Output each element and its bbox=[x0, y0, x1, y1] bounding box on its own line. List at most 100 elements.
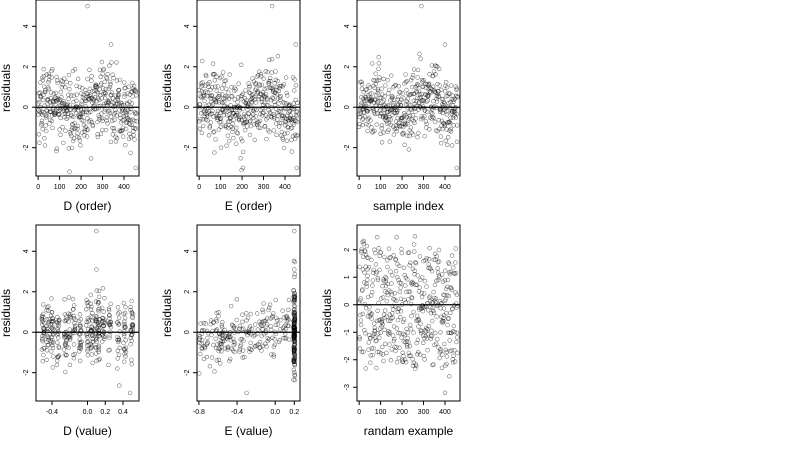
data-point bbox=[260, 307, 265, 312]
data-point bbox=[212, 150, 217, 155]
data-point bbox=[115, 94, 121, 100]
data-point bbox=[377, 267, 382, 273]
data-point bbox=[198, 117, 203, 122]
data-point bbox=[72, 326, 78, 331]
data-point bbox=[455, 350, 460, 356]
data-point bbox=[57, 127, 62, 132]
data-point bbox=[222, 108, 228, 114]
data-point bbox=[379, 86, 384, 91]
data-point bbox=[128, 332, 134, 338]
panel-d-order: 0 100 200 300 400 -2 0 2 4 D (order) residuals bbox=[0, 0, 140, 213]
data-point bbox=[41, 346, 46, 351]
data-point bbox=[88, 292, 94, 298]
data-point bbox=[426, 257, 432, 262]
data-point bbox=[260, 90, 266, 95]
data-point bbox=[224, 104, 230, 109]
data-point bbox=[269, 56, 275, 62]
data-point bbox=[111, 75, 116, 81]
data-point bbox=[83, 307, 89, 312]
data-point bbox=[442, 390, 448, 395]
data-point bbox=[224, 330, 230, 335]
data-point bbox=[359, 86, 365, 91]
data-point bbox=[104, 115, 110, 120]
data-point bbox=[87, 67, 92, 73]
data-point bbox=[202, 328, 207, 333]
data-point bbox=[421, 340, 426, 345]
data-point bbox=[115, 348, 121, 353]
data-point bbox=[434, 105, 439, 110]
data-point bbox=[271, 352, 276, 357]
data-point bbox=[46, 79, 51, 85]
data-point bbox=[428, 266, 433, 272]
data-point bbox=[411, 67, 417, 72]
data-point bbox=[382, 327, 387, 332]
data-point bbox=[439, 87, 444, 93]
data-point bbox=[427, 71, 432, 77]
data-point bbox=[292, 304, 298, 309]
data-point bbox=[359, 79, 364, 85]
data-point bbox=[438, 134, 444, 139]
data-point bbox=[418, 328, 423, 333]
data-point bbox=[43, 113, 49, 118]
data-point bbox=[257, 319, 262, 324]
data-point bbox=[376, 61, 382, 66]
data-point bbox=[374, 102, 379, 108]
data-point bbox=[112, 117, 117, 123]
data-point bbox=[99, 116, 105, 121]
data-point bbox=[71, 356, 77, 361]
data-point bbox=[238, 156, 243, 161]
data-point bbox=[201, 343, 206, 349]
panel-e-value: -0.8 -0.4 0.0 0.2 -2 0 2 4 E (value) residuals bbox=[160, 224, 301, 438]
data-point bbox=[94, 84, 99, 89]
data-point bbox=[375, 349, 380, 355]
data-point bbox=[435, 270, 441, 275]
data-point bbox=[106, 308, 112, 313]
data-point bbox=[369, 293, 374, 298]
data-point bbox=[257, 118, 263, 124]
data-point bbox=[263, 328, 269, 334]
data-point bbox=[77, 337, 82, 342]
data-point bbox=[453, 105, 458, 110]
y-tick-label: 2 bbox=[23, 65, 30, 69]
data-point bbox=[209, 93, 214, 98]
data-point bbox=[376, 54, 381, 60]
data-point bbox=[402, 273, 407, 278]
data-point bbox=[216, 348, 221, 354]
data-point bbox=[54, 148, 59, 154]
data-point bbox=[77, 114, 83, 119]
data-point bbox=[403, 101, 409, 107]
data-point bbox=[106, 348, 111, 353]
data-point bbox=[90, 339, 96, 345]
data-point bbox=[77, 84, 82, 90]
data-point bbox=[59, 84, 64, 90]
data-point bbox=[425, 98, 430, 103]
data-point bbox=[282, 131, 287, 137]
data-point bbox=[274, 121, 279, 126]
data-point bbox=[99, 305, 105, 311]
data-point bbox=[410, 105, 415, 111]
data-point bbox=[89, 78, 94, 83]
data-point bbox=[369, 316, 374, 321]
data-point bbox=[447, 120, 453, 126]
data-point bbox=[437, 126, 442, 132]
data-point bbox=[254, 74, 260, 79]
data-point bbox=[434, 314, 439, 319]
data-point bbox=[204, 354, 210, 360]
data-point bbox=[400, 350, 405, 355]
data-point bbox=[266, 307, 271, 313]
data-point bbox=[228, 103, 233, 108]
data-point bbox=[221, 82, 227, 87]
data-point bbox=[55, 335, 61, 340]
data-point bbox=[129, 338, 135, 343]
data-point bbox=[90, 360, 95, 366]
y-tick-label: 4 bbox=[23, 24, 30, 28]
data-point bbox=[239, 93, 245, 98]
data-point bbox=[417, 100, 422, 105]
data-point bbox=[235, 104, 240, 110]
data-point bbox=[450, 93, 455, 98]
data-point bbox=[104, 76, 110, 81]
data-point bbox=[249, 99, 254, 105]
data-point bbox=[204, 328, 210, 334]
data-point bbox=[122, 86, 127, 91]
data-point bbox=[228, 356, 233, 362]
